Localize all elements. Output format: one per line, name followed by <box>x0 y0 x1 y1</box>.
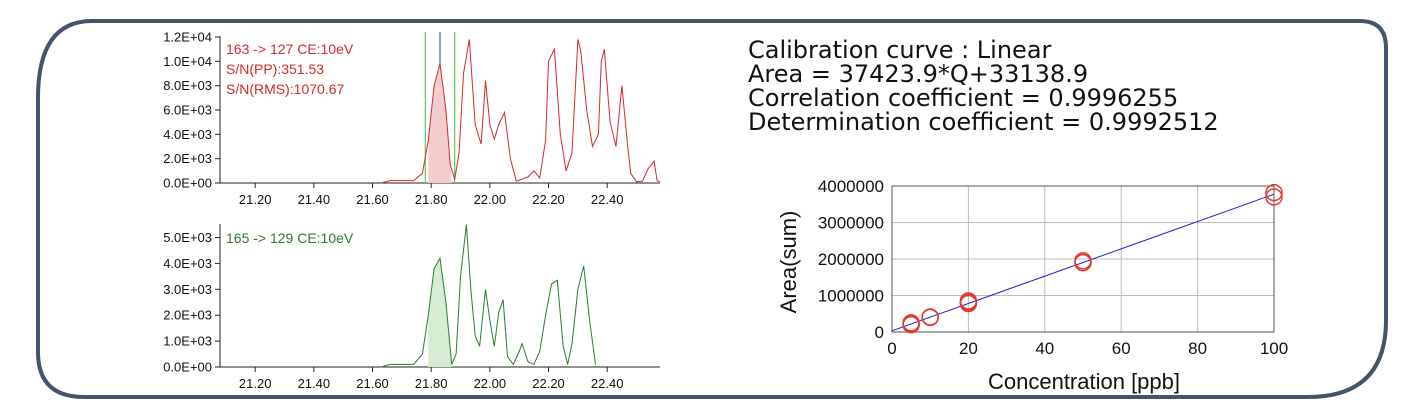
integrated-peak-area <box>428 258 452 367</box>
x-tick-label: 21.60 <box>356 376 389 391</box>
x-tick-label: 80 <box>1188 339 1207 358</box>
y-axis-label: Area(sum) <box>776 211 801 314</box>
y-tick-label: 0.0E+00 <box>163 360 212 375</box>
correlation-line: Correlation coefficient = 0.9996255 <box>748 84 1179 112</box>
x-tick-label: 20 <box>959 339 978 358</box>
determination-line: Determination coefficient = 0.9992512 <box>748 108 1219 136</box>
y-tick-label: 6.0E+03 <box>163 103 212 118</box>
x-tick-label: 21.60 <box>356 192 389 207</box>
y-tick-label: 2.0E+03 <box>163 151 212 166</box>
sn-rms-label: S/N(RMS):1070.67 <box>226 81 344 97</box>
calibration-summary: Calibration curve : Linear Area = 37423.… <box>748 38 1219 134</box>
x-tick-label: 21.40 <box>298 376 331 391</box>
regression-line <box>891 193 1275 332</box>
calibration-point <box>959 293 978 311</box>
y-tick-label: 4000000 <box>818 177 884 196</box>
x-tick-label: 22.20 <box>532 192 565 207</box>
y-tick-label: 1.0E+03 <box>163 334 212 349</box>
x-tick-label: 21.80 <box>415 376 448 391</box>
curve-type-line: Calibration curve : Linear <box>748 36 1052 64</box>
transition-label: 165 -> 129 CE:10eV <box>226 230 354 246</box>
y-tick-label: 1000000 <box>818 287 884 306</box>
y-tick-label: 3.0E+03 <box>163 282 212 297</box>
calibration-point <box>902 315 920 334</box>
y-tick-label: 5.0E+03 <box>163 230 212 245</box>
x-tick-label: 21.20 <box>239 376 272 391</box>
x-tick-label: 0 <box>887 339 896 358</box>
calibration-point <box>1265 183 1283 202</box>
y-tick-label: 2.0E+03 <box>163 308 212 323</box>
x-tick-label: 22.00 <box>474 376 507 391</box>
x-tick-label: 22.40 <box>591 376 624 391</box>
x-tick-label: 21.80 <box>415 192 448 207</box>
integrated-peak-area <box>428 63 452 183</box>
x-tick-label: 100 <box>1260 339 1288 358</box>
x-tick-label: 22.00 <box>474 192 507 207</box>
y-tick-label: 2000000 <box>818 250 884 269</box>
transition-label: 163 -> 127 CE:10eV <box>226 41 354 57</box>
x-axis-label: Concentration [ppb] <box>988 369 1180 394</box>
ion-trace <box>381 39 661 184</box>
plot-area <box>891 185 1275 333</box>
y-tick-label: 0.0E+00 <box>163 176 212 191</box>
x-tick-label: 22.20 <box>532 376 565 391</box>
y-tick-label: 1.0E+04 <box>163 54 212 69</box>
y-tick-label: 4.0E+03 <box>163 127 212 142</box>
y-tick-label: 4.0E+03 <box>163 256 212 271</box>
x-tick-label: 21.20 <box>239 192 272 207</box>
x-tick-label: 60 <box>1112 339 1131 358</box>
chromatogram-bottom: 0.0E+00 1.0E+03 2.0E+03 3.0E+03 4.0E+03 5.0E+… <box>163 224 660 391</box>
calibration-plot: 0 1000000 2000000 3000000 4000000 0 20 40 60 80 1… <box>776 177 1288 394</box>
y-tick-label: 3000000 <box>818 214 884 233</box>
calibration-point <box>1074 252 1092 270</box>
ion-trace <box>381 224 596 368</box>
panel-border <box>36 19 1388 399</box>
calibration-point <box>921 308 939 327</box>
calibration-point <box>1265 188 1283 206</box>
chromatogram-top: 0.0E+00 2.0E+03 4.0E+03 6.0E+03 8.0E+03 1.0E+… <box>163 30 661 207</box>
x-tick-label: 22.40 <box>591 192 624 207</box>
equation-line: Area = 37423.9*Q+33138.9 <box>748 60 1089 88</box>
y-tick-label: 1.2E+04 <box>163 30 212 45</box>
y-tick-label: 0 <box>875 323 884 342</box>
x-tick-label: 40 <box>1035 339 1054 358</box>
x-tick-label: 21.40 <box>298 192 331 207</box>
sn-pp-label: S/N(PP):351.53 <box>226 61 324 77</box>
y-tick-label: 8.0E+03 <box>163 78 212 93</box>
